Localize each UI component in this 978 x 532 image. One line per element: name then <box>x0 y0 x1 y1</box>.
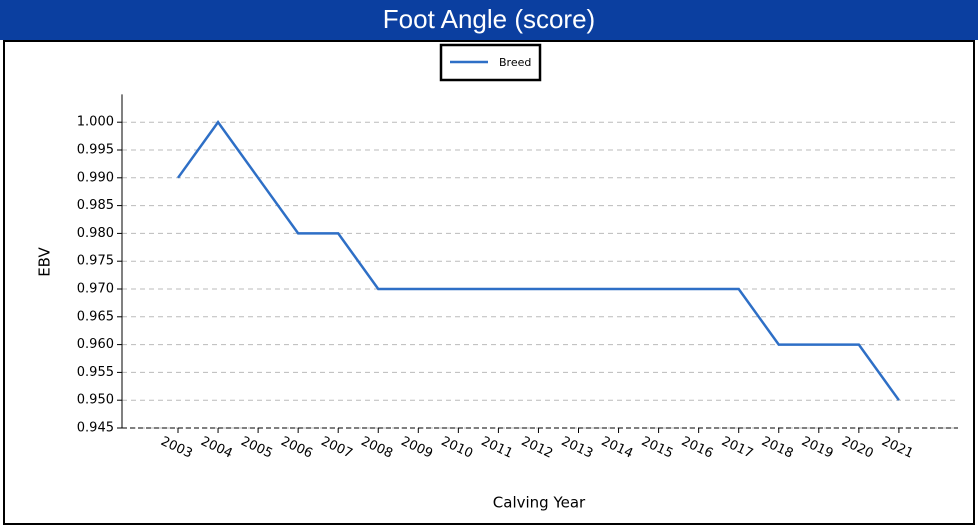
x-tick-label: 2019 <box>799 434 835 462</box>
legend-label: Breed <box>499 56 531 69</box>
line-series <box>176 120 900 401</box>
x-tick-label: 2013 <box>559 434 595 462</box>
x-tick-label: 2014 <box>599 434 635 462</box>
y-tick-label: 0.990 <box>77 170 114 185</box>
y-tick-label: 0.960 <box>77 337 114 352</box>
y-tick-label: 0.985 <box>77 198 114 213</box>
x-tick-label: 2004 <box>198 434 234 462</box>
y-tick-label: 0.975 <box>77 254 114 269</box>
frame <box>3 40 975 525</box>
x-tick-label: 2003 <box>158 434 194 462</box>
x-tick-label: 2008 <box>359 434 395 462</box>
title-bar <box>0 0 978 40</box>
x-tick-label: 2006 <box>278 434 314 462</box>
y-tick-label: 0.955 <box>77 365 114 380</box>
x-tick-label: 2010 <box>439 434 475 462</box>
y-tick-label: 0.945 <box>77 421 114 436</box>
y-axis-label: EBV <box>36 246 54 276</box>
x-tick-label: 2018 <box>759 434 795 462</box>
x-tick-label: 2007 <box>319 434 355 462</box>
x-tick-label: 2016 <box>679 434 715 462</box>
x-tick-label: 2017 <box>719 434 755 462</box>
y-tick-label: 0.980 <box>77 226 114 241</box>
y-tick-label: 1.000 <box>77 115 114 130</box>
y-tick-label: 0.970 <box>77 282 114 297</box>
y-tick-label: 0.950 <box>77 393 114 408</box>
x-axis-label: Calving Year <box>493 494 586 512</box>
y-tick-label: 0.965 <box>77 309 114 324</box>
x-tick-label: 2012 <box>519 434 555 462</box>
y-tick-label: 0.995 <box>77 143 114 158</box>
x-tick-label: 2015 <box>639 434 675 462</box>
chart-title: Foot Angle (score) <box>383 4 595 34</box>
x-tick-label: 2009 <box>399 434 435 462</box>
x-tick-label: 2011 <box>479 434 515 462</box>
x-tick-label: 2005 <box>238 434 274 462</box>
x-tick-label: 2020 <box>839 434 875 462</box>
x-tick-label: 2021 <box>879 434 915 462</box>
